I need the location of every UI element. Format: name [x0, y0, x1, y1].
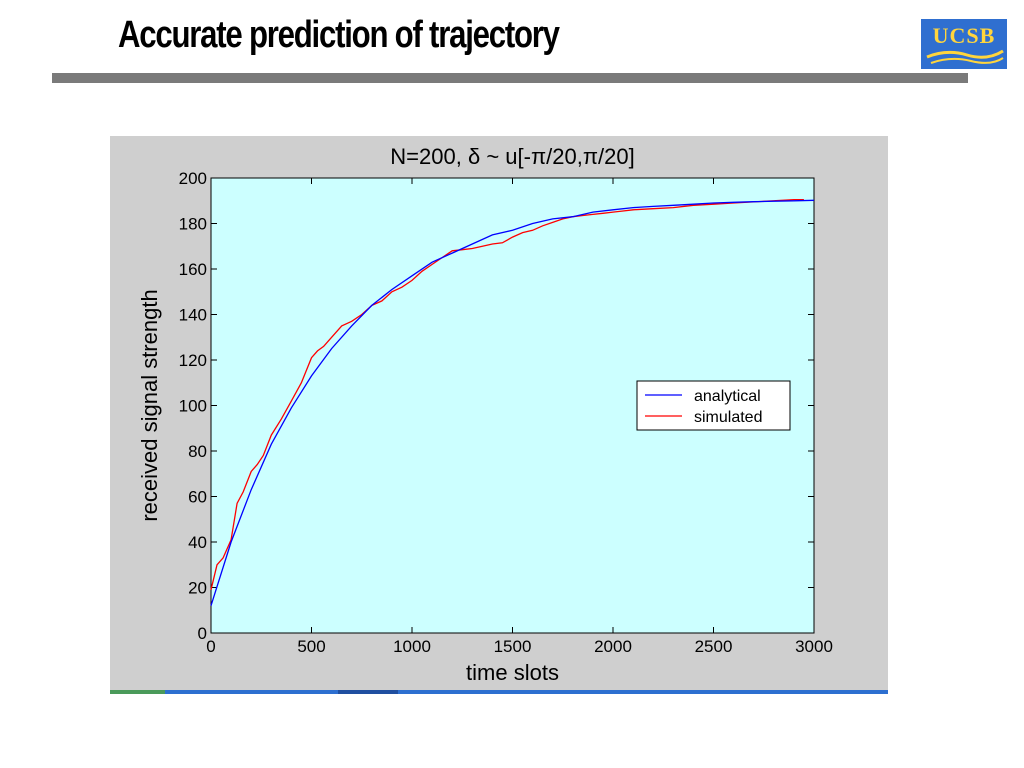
y-tick-label: 120: [179, 351, 207, 370]
y-tick-label: 100: [179, 397, 207, 416]
series-layer: [210, 198, 815, 606]
axes: 0 500 1000 1500 2000 2500 3000 0 20 40 60 80 100 120 1…: [179, 169, 833, 656]
strip-segment: [110, 690, 165, 694]
ucsb-logo: UCSB: [921, 19, 1007, 69]
y-axis-label: received signal strength: [137, 289, 162, 521]
x-tick-label: 2000: [594, 637, 632, 656]
y-tick-label: 60: [188, 488, 207, 507]
x-axis-label: time slots: [466, 660, 559, 685]
logo-waves-icon: [926, 49, 1004, 64]
chart-svg: 0 500 1000 1500 2000 2500 3000 0 20 40 60 80 100 120 1…: [137, 144, 833, 685]
series-line-simulated: [210, 198, 804, 590]
strip-segment: [338, 690, 398, 694]
legend-box: [636, 380, 791, 431]
chart-figure: 0 500 1000 1500 2000 2500 3000 0 20 40 60 80 100 120 1…: [110, 136, 888, 692]
y-tick-label: 140: [179, 306, 207, 325]
chart-title: N=200, δ ~ u[-π/20,π/20]: [390, 144, 634, 169]
logo-text: UCSB: [932, 23, 996, 48]
title-rule: [52, 73, 968, 83]
x-tick-label: 1000: [393, 637, 431, 656]
series-line-analytical: [210, 199, 815, 606]
y-tick-label: 180: [179, 215, 207, 234]
x-tick-label: 500: [297, 637, 325, 656]
y-tick-label: 80: [188, 442, 207, 461]
legend-label-analytical: analytical: [694, 388, 761, 405]
x-tick-label: 2500: [695, 637, 733, 656]
y-tick-label: 20: [188, 579, 207, 598]
slide-title: Accurate prediction of trajectory: [118, 14, 560, 56]
legend: analytical simulated: [636, 380, 791, 431]
y-tick-label: 200: [179, 169, 207, 188]
legend-label-simulated: simulated: [694, 409, 762, 426]
x-tick-label: 0: [206, 637, 215, 656]
x-tick-label: 3000: [795, 637, 833, 656]
y-tick-label: 0: [198, 624, 207, 643]
y-tick-label: 160: [179, 260, 207, 279]
figure-bottom-strip: [110, 690, 888, 694]
x-tick-label: 1500: [494, 637, 532, 656]
y-tick-label: 40: [188, 533, 207, 552]
